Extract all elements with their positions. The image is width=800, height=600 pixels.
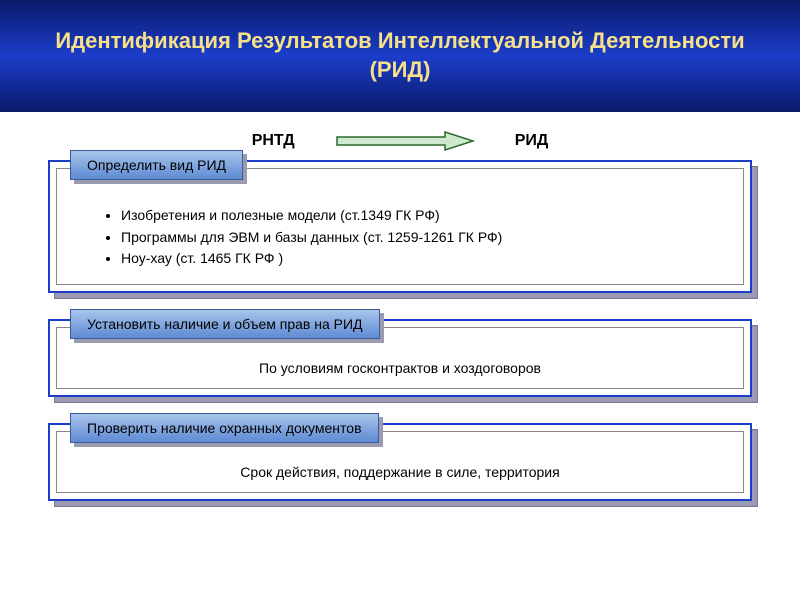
section-tab: Проверить наличие охранных документов [70,413,379,443]
section-tab: Установить наличие и объем прав на РИД [70,309,380,339]
header-band: Идентификация Результатов Интеллектуальн… [0,0,800,112]
flow-row: РНТД РИД [0,130,800,152]
page-title: Идентификация Результатов Интеллектуальн… [30,27,770,84]
bullet-item: Изобретения и полезные модели (ст.1349 Г… [121,205,719,227]
bullet-item: Программы для ЭВМ и базы данных (ст. 125… [121,227,719,249]
section-determine-type: Определить вид РИД Изобретения и полезны… [48,160,752,293]
flow-right-label: РИД [515,132,549,150]
bullet-item: Ноу-хау (ст. 1465 ГК РФ ) [121,248,719,270]
section-check-documents: Проверить наличие охранных документов Ср… [48,423,752,501]
section-tab-label: Установить наличие и объем прав на РИД [70,309,380,339]
section-body: Изобретения и полезные модели (ст.1349 Г… [56,168,744,285]
section-tab-label: Проверить наличие охранных документов [70,413,379,443]
section-tab: Определить вид РИД [70,150,243,180]
flow-left-label: РНТД [252,132,295,150]
section-establish-rights: Установить наличие и объем прав на РИД П… [48,319,752,397]
section-tab-label: Определить вид РИД [70,150,243,180]
arrow-icon [335,130,475,152]
